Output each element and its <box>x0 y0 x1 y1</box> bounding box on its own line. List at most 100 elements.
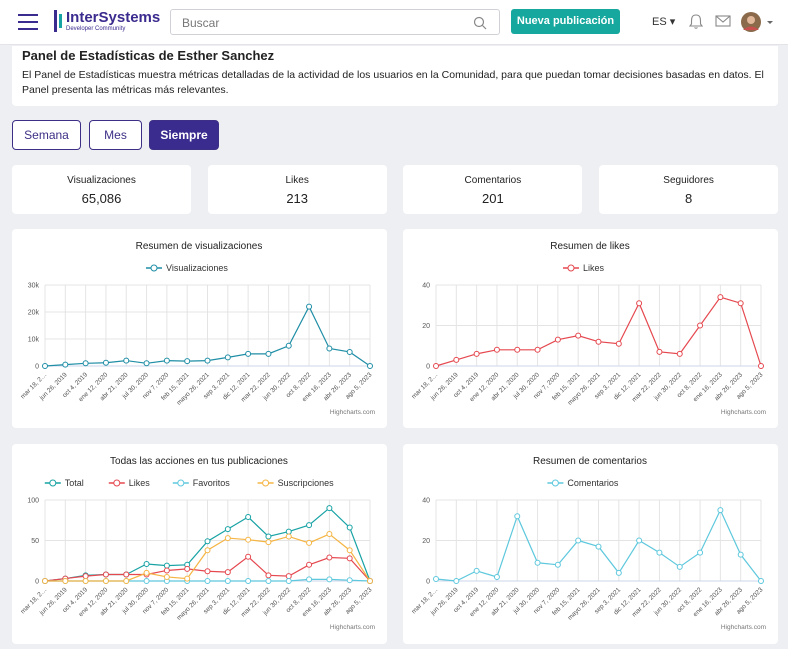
legend-item[interactable]: Likes <box>563 263 605 273</box>
point <box>224 535 231 542</box>
point <box>514 346 521 353</box>
point <box>615 569 622 576</box>
point <box>493 346 500 353</box>
legend-label: Favoritos <box>193 478 231 488</box>
legend-marker <box>567 264 575 272</box>
point <box>163 573 170 580</box>
panel-card: Panel de Estadísticas de Esther Sanchez … <box>12 46 778 106</box>
point <box>82 360 89 367</box>
legend-item[interactable]: Favoritos <box>172 478 231 488</box>
point <box>245 514 252 521</box>
point <box>306 539 313 546</box>
y-tick-label: 20 <box>422 538 430 545</box>
legend-item[interactable]: Total <box>44 478 84 488</box>
legend-item[interactable]: Suscripciones <box>257 478 335 488</box>
y-tick-label: 10k <box>28 337 40 344</box>
point <box>575 332 582 339</box>
point <box>285 528 292 535</box>
point <box>473 567 480 574</box>
y-tick-label: 20k <box>28 310 40 317</box>
y-tick-label: 40 <box>422 498 430 505</box>
chart-title: Resumen de visualizaciones <box>136 241 263 252</box>
tab[interactable]: Semana <box>12 120 81 150</box>
avatar[interactable] <box>740 11 774 33</box>
point <box>656 549 663 556</box>
legend-label: Suscripciones <box>278 478 335 488</box>
stat-card: Seguidores 8 <box>599 165 779 214</box>
legend-label: Likes <box>129 478 151 488</box>
point <box>204 547 211 554</box>
point <box>245 553 252 560</box>
point <box>204 568 211 575</box>
point <box>534 559 541 566</box>
legend-marker <box>49 479 57 487</box>
point <box>102 571 109 578</box>
point <box>123 571 130 578</box>
credits[interactable]: Highcharts.com <box>330 624 375 631</box>
y-tick-label: 20 <box>422 323 430 330</box>
point <box>595 338 602 345</box>
language: ES <box>652 16 667 28</box>
point <box>306 576 313 583</box>
point <box>306 561 313 568</box>
credits[interactable]: Highcharts.com <box>721 409 766 416</box>
chart: Resumen de comentariosComentarios02040ma… <box>410 456 766 631</box>
credits[interactable]: Highcharts.com <box>721 624 766 631</box>
point <box>102 359 109 366</box>
tab[interactable]: Siempre <box>149 120 219 150</box>
stat-value: 201 <box>482 191 504 206</box>
logo-mark <box>54 10 62 32</box>
tab[interactable]: Mes <box>89 120 142 150</box>
legend-item[interactable]: Likes <box>108 478 151 488</box>
point <box>265 533 272 540</box>
chart-card: Resumen de comentarios Comentarios 0 20 40 ma… <box>403 444 778 644</box>
point <box>737 300 744 307</box>
y-tick-label: 100 <box>27 498 39 505</box>
point <box>204 578 211 584</box>
point <box>737 551 744 558</box>
chart: Todas las acciones en tus publicaciones T… <box>19 456 375 631</box>
point <box>62 361 69 368</box>
point <box>224 569 231 576</box>
chart-title: Resumen de likes <box>550 241 629 252</box>
point <box>554 561 561 568</box>
legend-marker <box>150 264 158 272</box>
point <box>306 303 313 310</box>
stat-card: Visualizaciones 65,086 <box>12 165 191 214</box>
point <box>224 578 231 584</box>
legend-marker <box>177 479 185 487</box>
point <box>326 554 333 561</box>
point <box>676 350 683 357</box>
new-post-button[interactable]: Nueva publicación <box>511 9 620 34</box>
stat-label: Seguidores <box>663 175 714 186</box>
point <box>82 573 89 580</box>
point <box>758 578 764 584</box>
point <box>62 578 69 584</box>
point <box>697 322 704 329</box>
legend-item[interactable]: Comentarios <box>547 478 619 488</box>
point <box>184 358 191 365</box>
point <box>265 539 272 546</box>
point <box>346 577 353 584</box>
stat-value: 65,086 <box>81 191 122 206</box>
search-icon[interactable] <box>473 16 487 30</box>
point <box>346 547 353 554</box>
language-selector[interactable]: ES ▾ <box>652 16 676 28</box>
point <box>163 357 170 364</box>
brand[interactable]: InterSystems <box>66 9 161 26</box>
credits[interactable]: Highcharts.com <box>330 409 375 416</box>
mail-icon[interactable] <box>715 15 731 27</box>
point <box>143 560 150 567</box>
bell-icon[interactable] <box>688 13 704 30</box>
point <box>285 533 292 540</box>
point <box>285 578 292 584</box>
point <box>534 346 541 353</box>
menu-icon[interactable] <box>18 13 40 31</box>
legend-item[interactable]: Visualizaciones <box>146 263 228 273</box>
point <box>636 300 643 307</box>
search-box[interactable]: Buscar <box>170 9 500 35</box>
point <box>453 356 460 363</box>
legend-label: Comentarios <box>567 478 619 488</box>
point <box>717 294 724 301</box>
